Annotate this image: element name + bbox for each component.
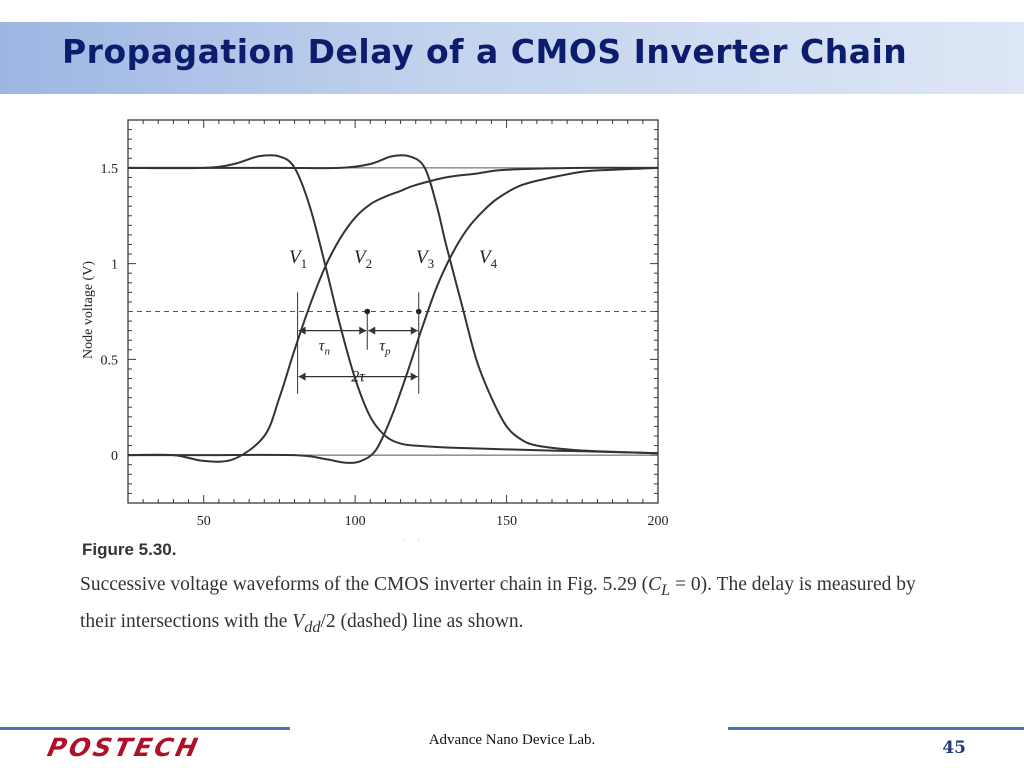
waveform-v3 (128, 154, 659, 455)
figure-caption: Successive voltage waveforms of the CMOS… (80, 569, 920, 643)
delay-arrow-1-arrowhead-right (410, 326, 418, 335)
caption-cl-symbol: C (648, 574, 662, 595)
x-tick-label: 100 (345, 514, 366, 529)
delay-arrow-2-arrowhead-left (298, 372, 306, 381)
y-tick-label: 1 (111, 258, 118, 273)
delay-arrow-2-arrowhead-right (410, 372, 418, 381)
series-label-v1: V1 (289, 247, 307, 271)
caption-part-c: /2 (dashed) line as shown. (320, 610, 524, 632)
delay-label-2tau: 2τ (351, 369, 366, 386)
caption-vdd-subscript: dd (304, 617, 321, 636)
caption-vdd-symbol: V (292, 610, 305, 632)
waveform-v2 (127, 166, 659, 463)
waveform-v4 (128, 166, 659, 464)
x-tick-label: 150 (496, 514, 517, 529)
delay-label-n: τn (319, 338, 331, 358)
waveform-v1 (127, 154, 659, 455)
delay-arrow-0-arrowhead-left (298, 326, 306, 335)
y-axis-label: Node voltage (V) (81, 261, 96, 359)
footer-rule-left (0, 727, 290, 730)
voltage-waveform-chart: 50 100 150 200 0 0.5 1 1.5 Time (ps) Node voltage… (81, 119, 669, 540)
page-number: 45 (942, 738, 966, 758)
caption-cl-subscript: L (661, 580, 671, 599)
x-axis-label: Time (ps) (368, 538, 423, 540)
footer-lab-name: Advance Nano Device Lab. (428, 732, 596, 748)
delay-arrow-0-arrowhead-right (359, 326, 367, 335)
x-tick-label: 50 (197, 514, 211, 529)
delay-label-p: τp (379, 338, 391, 358)
footer-rule-right (728, 727, 1024, 730)
delay-arrow-1-arrowhead-left (368, 326, 376, 335)
caption-part-a: Successive voltage waveforms of the CMOS… (80, 574, 649, 595)
figure-label: Figure 5.30. (82, 540, 177, 559)
y-tick-label: 1.5 (101, 162, 119, 177)
slide-title: Propagation Delay of a CMOS Inverter Cha… (62, 32, 908, 71)
series-label-v2: V2 (354, 247, 372, 271)
series-label-v3: V3 (416, 247, 434, 271)
y-tick-label: 0.5 (101, 353, 119, 368)
series-label-v4: V4 (479, 247, 498, 271)
title-bar: Propagation Delay of a CMOS Inverter Cha… (0, 22, 1024, 94)
x-tick-label: 200 (648, 514, 669, 529)
caption-part-b: = 0). The delay is measured by their int… (80, 574, 916, 632)
y-tick-label: 0 (111, 449, 118, 464)
